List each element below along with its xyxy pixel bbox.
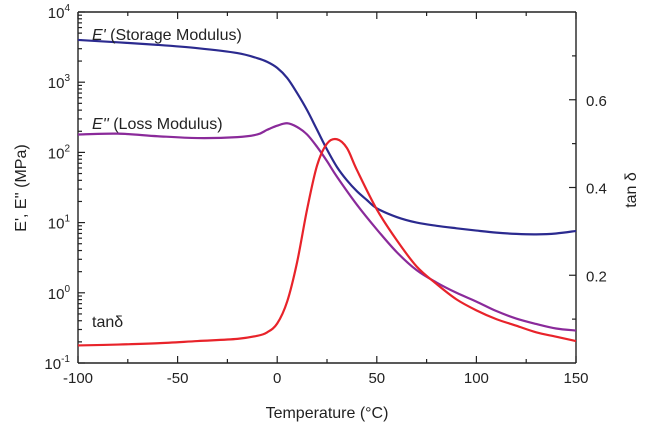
- series-lines: [77, 38, 577, 347]
- x-tick-label: -50: [167, 370, 189, 387]
- y-left-tick-label: 102: [48, 143, 71, 162]
- y-left-tick-label: 100: [48, 284, 71, 303]
- y-left-tick-label: 10-1: [44, 354, 70, 373]
- plot-frame: [77, 11, 577, 364]
- series-line-1: [77, 122, 577, 332]
- series-line-2: [77, 137, 577, 347]
- x-tick-label: 50: [368, 370, 385, 387]
- y-right-tick-label: 0.2: [586, 268, 607, 285]
- x-tick-label: 0: [273, 370, 281, 387]
- series-label-0: E' (Storage Modulus): [92, 27, 242, 44]
- series-line-0: [77, 38, 577, 236]
- x-axis-title: Temperature (°C): [266, 405, 389, 422]
- labels: Temperature (°C) E', E'' (MPa) tan δ E' …: [13, 27, 640, 422]
- y-right-axis-title: tan δ: [623, 172, 640, 208]
- y-right-tick-label: 0.6: [586, 93, 607, 110]
- y-right-tick-label: 0.4: [586, 181, 607, 198]
- x-tick-label: -100: [63, 370, 93, 387]
- y-left-tick-label: 103: [48, 73, 71, 92]
- ticks: -100 -50 0 50 100 150 10-1 100 101 102 103 104 0.2 0.…: [44, 3, 606, 387]
- series-label-1: E'' (Loss Modulus): [92, 116, 223, 133]
- series-label-2: tanδ: [92, 314, 123, 331]
- x-tick-label: 100: [464, 370, 489, 387]
- y-left-axis-title: E', E'' (MPa): [13, 144, 30, 231]
- y-left-tick-label: 104: [48, 3, 71, 22]
- y-left-tick-label: 101: [48, 214, 71, 233]
- x-tick-label: 150: [563, 370, 588, 387]
